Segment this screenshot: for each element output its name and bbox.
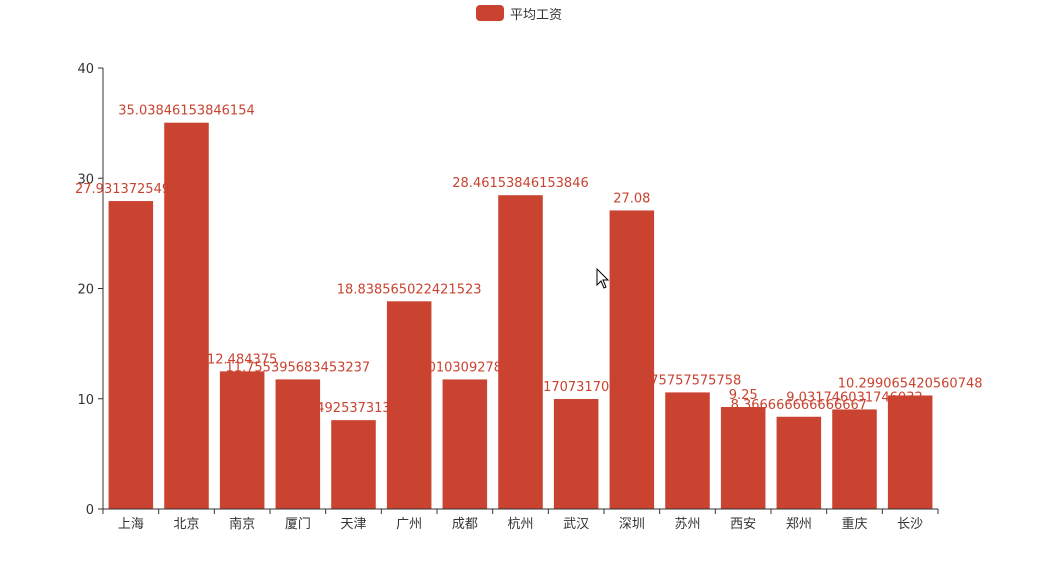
mouse-cursor-icon (596, 268, 610, 289)
data-label: 9.031746031746032 (786, 390, 922, 405)
x-tick-label: 西安 (730, 517, 756, 532)
legend-label: 平均工资 (510, 7, 563, 23)
x-tick-label: 深圳 (619, 517, 645, 532)
y-tick-label: 20 (77, 283, 94, 298)
bar (832, 409, 877, 509)
x-tick-label: 郑州 (786, 517, 812, 532)
bar (720, 407, 766, 509)
y-tick-label: 10 (77, 393, 94, 408)
data-label: 28.46153846153846 (452, 176, 588, 191)
bar (498, 195, 543, 509)
data-label: 492537313 (316, 401, 390, 416)
data-label: 18.838565022421523 (337, 282, 482, 297)
bar (553, 399, 599, 509)
data-label: 12.484375 (207, 352, 277, 367)
x-tick-label: 杭州 (507, 517, 533, 532)
bar (386, 301, 432, 509)
bar (275, 379, 321, 509)
legend-swatch (476, 5, 504, 21)
x-tick-label: 广州 (396, 517, 422, 532)
bar (887, 395, 933, 509)
bar (108, 201, 154, 509)
data-label: 11.755395683453237 (225, 360, 370, 375)
data-label: 27.08 (613, 191, 650, 206)
x-tick-label: 长沙 (897, 517, 923, 532)
data-label: 10.299065420560748 (838, 376, 983, 391)
bar (776, 416, 822, 509)
x-tick-label: 成都 (452, 517, 478, 532)
data-label: 07317073170731 (518, 380, 634, 395)
legend[interactable]: 平均工资 (476, 3, 562, 23)
data-label: 35.03846153846154 (118, 104, 254, 119)
data-label: 27.93137254901 (75, 182, 187, 197)
y-tick-label: 30 (77, 172, 94, 187)
x-tick-label: 厦门 (285, 517, 311, 532)
x-tick-label: 北京 (173, 517, 199, 532)
x-tick-label: 武汉 (563, 517, 589, 532)
bar (219, 371, 265, 509)
bar (331, 420, 376, 509)
x-tick-label: 天津 (340, 517, 366, 532)
data-label: 9.25 (729, 388, 758, 403)
bar (442, 379, 488, 509)
x-tick-label: 上海 (118, 517, 144, 532)
data-label: 7575757575758 (634, 373, 742, 388)
x-tick-label: 南京 (229, 516, 255, 532)
bar (164, 122, 209, 509)
bar (609, 210, 655, 509)
x-tick-label: 重庆 (841, 516, 867, 532)
y-tick-label: 0 (86, 503, 94, 518)
y-tick-label: 40 (77, 62, 94, 77)
bar (665, 392, 710, 509)
x-tick-label: 苏州 (674, 516, 700, 532)
data-label: 8.366666666666667 (731, 398, 867, 413)
data-label: 010309278 (428, 360, 502, 375)
